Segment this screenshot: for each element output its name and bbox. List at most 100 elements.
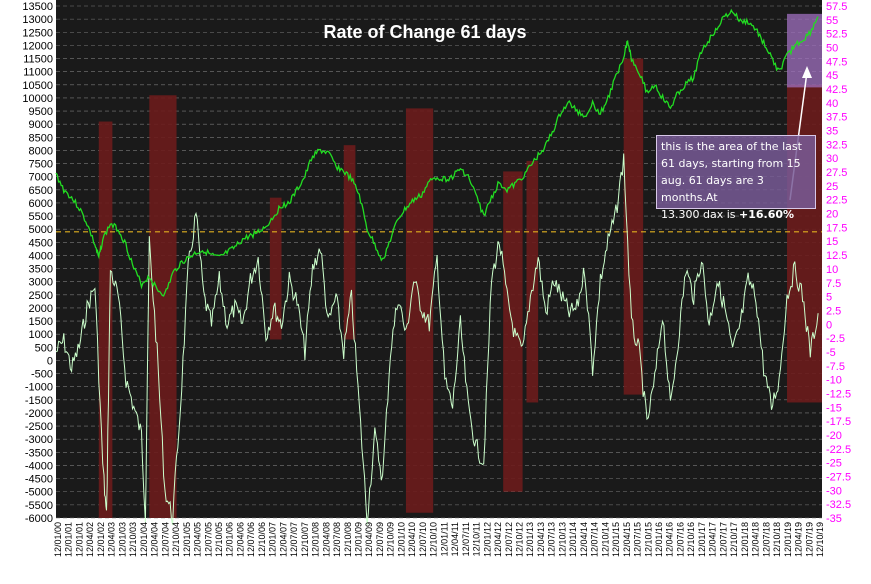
x-tick-label: 12/04/05 (193, 522, 203, 557)
left-tick-label: -5500 (25, 500, 53, 512)
x-tick-label: 12/07/14 (590, 522, 600, 557)
x-tick-label: 12/01/01 (64, 522, 74, 557)
annotation-line-1: this is the area of the last (661, 140, 802, 153)
annotation-line-4: 13.300 dax is (661, 208, 739, 221)
left-tick-label: -2500 (25, 421, 53, 433)
right-tick-label: 15 (826, 236, 838, 248)
annotation-box: this is the area of the last 61 days, st… (656, 135, 816, 221)
x-tick-label: 12/01/18 (740, 522, 750, 557)
left-tick-label: -6000 (25, 513, 53, 525)
x-tick-label: 12/04/06 (235, 522, 245, 557)
right-tick-label: 45 (826, 70, 838, 82)
series-lines (55, 8, 819, 526)
right-tick-label: -30 (826, 485, 842, 497)
right-tick-label: 42.5 (826, 84, 847, 96)
right-tick-label: -7.5 (826, 361, 845, 373)
x-tick-label: 12/10/09 (386, 522, 396, 557)
annotation-line-2: 61 days, starting from 15 (661, 157, 801, 170)
x-tick-label: 12/04/12 (493, 522, 503, 557)
x-tick-label: 12/04/17 (708, 522, 718, 557)
highlight-bar (269, 197, 282, 340)
left-tick-label: 12000 (22, 40, 53, 52)
left-tick-label: 6500 (29, 185, 53, 197)
x-tick-label: 12/01/10 (396, 522, 406, 557)
x-tick-label: 12/01/07 (268, 522, 278, 557)
x-tick-label: 12/04/19 (794, 522, 804, 557)
x-tick-label: 12/10/04 (171, 522, 181, 557)
right-tick-label: -22.5 (826, 444, 851, 456)
left-tick-label: 7500 (29, 159, 53, 171)
right-tick-label: 32.5 (826, 139, 847, 151)
x-tick-label: 12/01/12 (482, 522, 492, 557)
x-tick-label: 12/10/05 (214, 522, 224, 557)
left-tick-label: 11000 (23, 67, 53, 79)
right-tick-label: 10 (826, 264, 838, 276)
right-tick-label: -12.5 (826, 388, 851, 400)
right-tick-label: 22.5 (826, 195, 847, 207)
x-tick-label: 12/10/07 (300, 522, 310, 557)
highlight-bar (343, 145, 356, 340)
left-tick-label: 4500 (29, 237, 53, 249)
x-tick-label: 12/01/09 (354, 522, 364, 557)
right-tick-label: 27.5 (826, 167, 847, 179)
right-tick-label: 57.5 (826, 1, 847, 13)
left-tick-label: 1000 (29, 329, 53, 341)
x-tick-label: 12/01/13 (525, 522, 535, 557)
left-tick-label: 4000 (29, 250, 53, 262)
left-tick-label: 13500 (22, 1, 53, 13)
left-tick-label: 8000 (29, 145, 53, 157)
x-tick-label: 12/01/04 (139, 522, 149, 557)
x-tick-label: 12/01/05 (182, 522, 192, 557)
x-tick-label: 12/07/18 (761, 522, 771, 557)
x-tick-label: 12/10/14 (600, 522, 610, 557)
chart-title: Rate of Change 61 days (323, 22, 526, 42)
x-tick-label: 12/10/11 (472, 522, 482, 556)
annotation-line-3: aug. 61 days are 3 months.At (661, 174, 764, 204)
x-tick-label: 12/04/02 (85, 522, 95, 557)
left-tick-label: 3500 (29, 264, 53, 276)
left-tick-label: 0 (47, 355, 53, 367)
right-tick-label: -32.5 (826, 499, 851, 511)
x-tick-label: 12/04/03 (107, 522, 117, 557)
right-tick-label: 12.5 (826, 250, 847, 262)
left-tick-label: -1500 (25, 395, 53, 407)
x-tick-label: 12/07/06 (246, 522, 256, 557)
x-tick-label: 12/07/13 (547, 522, 557, 557)
right-tick-label: 17.5 (826, 222, 847, 234)
left-tick-label: 7000 (29, 172, 53, 184)
right-tick-label: 25 (826, 181, 838, 193)
x-tick-label: 12/04/14 (579, 522, 589, 557)
right-tick-label: -17.5 (826, 416, 851, 428)
right-tick-label: 55 (826, 15, 838, 27)
highlight-bar (787, 84, 822, 403)
left-tick-label: 11500 (23, 54, 53, 66)
x-tick-label: 12/01/03 (117, 522, 127, 557)
left-tick-label: 3000 (29, 277, 53, 289)
left-tick-label: -4500 (25, 474, 53, 486)
arrow-head (802, 66, 812, 78)
left-tick-label: -500 (31, 369, 53, 381)
x-tick-label: 12/10/16 (686, 522, 696, 557)
x-tick-label: 12/01/00 (53, 522, 63, 557)
left-tick-label: 2500 (29, 290, 53, 302)
roc-oscillator-line (55, 153, 819, 526)
x-tick-label: 12/01/06 (225, 522, 235, 557)
right-tick-label: 2.5 (826, 305, 841, 317)
x-tick-label: 12/01/14 (568, 522, 578, 557)
right-axis-ticks: -35 -32.5 -30 -27.5-25 -22.5 -20 -17.5 -15 -12.5… (826, 1, 851, 525)
right-tick-label: -27.5 (826, 471, 851, 483)
left-tick-label: 6000 (29, 198, 53, 210)
x-tick-label: 12/01/01 (74, 522, 84, 557)
left-tick-label: 5000 (29, 224, 53, 236)
x-tick-label: 12/07/05 (203, 522, 213, 557)
left-tick-label: 8500 (29, 132, 53, 144)
x-tick-label: 12/07/16 (675, 522, 685, 557)
right-tick-label: -2.5 (826, 333, 845, 345)
x-tick-label: 12/04/15 (622, 522, 632, 557)
highlight-bar (405, 108, 434, 513)
right-tick-label: -35 (826, 513, 842, 525)
right-tick-label: -25 (826, 458, 842, 470)
x-tick-label: 12/07/19 (804, 522, 814, 557)
left-tick-label: 2000 (29, 303, 53, 315)
